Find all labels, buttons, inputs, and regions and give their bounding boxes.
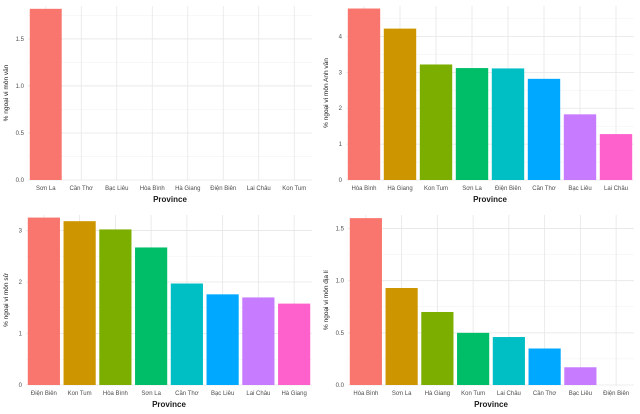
y-tick-label: 1.0 bbox=[336, 279, 345, 285]
x-tick-label: Hà Giang bbox=[387, 186, 412, 192]
x-axis-label: Province bbox=[152, 400, 186, 409]
y-tick-label: 2 bbox=[339, 106, 343, 112]
y-axis-label: % ngoại vi môn Anh văn bbox=[323, 58, 330, 128]
x-axis-label: Province bbox=[474, 400, 508, 409]
bar-2 bbox=[385, 288, 418, 385]
x-tick-label: Cần Thơ bbox=[533, 391, 557, 397]
x-tick-label: Hà Giang bbox=[175, 186, 200, 192]
y-tick-label: 1.0 bbox=[16, 84, 25, 90]
y-tick-label: 0.0 bbox=[16, 178, 25, 184]
bar-4 bbox=[455, 68, 489, 180]
bar-1 bbox=[29, 8, 62, 180]
bar-6 bbox=[206, 294, 239, 385]
y-axis-label: % ngoại vi môn địa lí bbox=[323, 270, 330, 330]
y-tick-label: 2 bbox=[19, 280, 23, 286]
x-tick-label: Lai Châu bbox=[604, 186, 628, 192]
x-tick-label: Bạc Liêu bbox=[568, 186, 591, 192]
x-tick-label: Sơn La bbox=[462, 186, 482, 192]
bar-4 bbox=[457, 332, 490, 385]
bar-5 bbox=[492, 337, 525, 385]
x-tick-label: Hà Giang bbox=[281, 391, 306, 397]
bar-3 bbox=[419, 64, 453, 180]
chart-panel-anh-van: 0 1 2 3 4 Hòa Bình Hà Giang Kon Tum Sơn La Điện B… bbox=[323, 6, 634, 204]
bar-8 bbox=[278, 303, 311, 385]
x-tick-label: Bạc Liêu bbox=[211, 391, 234, 397]
x-tick-label: Hòa Bình bbox=[140, 186, 165, 192]
x-tick-label: Cần Thơ bbox=[175, 391, 199, 397]
x-tick-label: Bạc Liêu bbox=[569, 391, 592, 397]
x-tick-label: Điện Biên bbox=[495, 186, 521, 192]
y-axis-label: % ngoại vi môn sử bbox=[2, 272, 10, 326]
bar-7 bbox=[564, 367, 597, 385]
y-tick-label: 0.5 bbox=[336, 331, 345, 337]
x-tick-label: Điện Biên bbox=[31, 391, 57, 397]
x-tick-label: Hà Giang bbox=[425, 391, 450, 397]
x-tick-label: Sơn La bbox=[392, 391, 412, 397]
bar-4 bbox=[135, 247, 168, 385]
x-tick-label: Cần Thơ bbox=[532, 186, 556, 192]
bar-1 bbox=[349, 218, 382, 385]
x-axis-label: Province bbox=[473, 195, 507, 204]
bar-7 bbox=[242, 297, 275, 385]
y-tick-label: 0.0 bbox=[336, 383, 345, 389]
x-tick-label: Cần Thơ bbox=[69, 186, 93, 192]
y-tick-label: 1 bbox=[19, 331, 23, 337]
x-tick-label: Lai Châu bbox=[247, 186, 271, 192]
x-tick-label: Điện Biên bbox=[603, 391, 629, 397]
y-tick-label: 0 bbox=[19, 383, 23, 389]
x-tick-label: Hòa Bình bbox=[353, 391, 378, 397]
y-tick-label: 0.5 bbox=[16, 131, 25, 137]
x-tick-label: Sơn La bbox=[36, 186, 56, 192]
x-tick-label: Kon Tum bbox=[282, 186, 306, 192]
bar-6 bbox=[528, 348, 561, 385]
bar-1 bbox=[347, 8, 381, 181]
x-tick-label: Kon Tum bbox=[461, 391, 485, 397]
x-tick-label: Điện Biên bbox=[210, 186, 236, 192]
x-tick-label: Hòa Bình bbox=[351, 186, 376, 192]
bar-3 bbox=[99, 229, 132, 385]
chart-panel-van: 0.0 0.5 1.0 1.5 Sơn La Cần Thơ Bạc Liêu Hòa Bìn… bbox=[3, 6, 312, 204]
x-tick-label: Kon Tum bbox=[68, 391, 92, 397]
y-tick-label: 4 bbox=[339, 34, 343, 40]
bar-2 bbox=[63, 221, 96, 385]
bar-6 bbox=[527, 78, 561, 180]
bar-5 bbox=[170, 283, 203, 385]
bar-3 bbox=[421, 311, 454, 385]
x-axis-label: Province bbox=[153, 195, 187, 204]
x-tick-label: Bạc Liêu bbox=[105, 186, 128, 192]
x-tick-label: Kon Tum bbox=[424, 186, 448, 192]
x-tick-label: Lai Châu bbox=[497, 391, 521, 397]
bar-8 bbox=[599, 134, 633, 180]
chart-panel-dia-li: 0.0 0.5 1.0 1.5 Hòa Bình Sơn La Hà Giang Kon Tu… bbox=[323, 215, 634, 409]
x-tick-label: Hòa Bình bbox=[103, 391, 128, 397]
bar-2 bbox=[383, 28, 417, 180]
y-tick-label: 0 bbox=[339, 178, 343, 184]
x-tick-label: Lai Châu bbox=[246, 391, 270, 397]
bar-7 bbox=[563, 114, 597, 180]
y-tick-label: 3 bbox=[19, 228, 23, 234]
bar-1 bbox=[27, 217, 60, 385]
y-tick-label: 3 bbox=[339, 70, 343, 76]
y-tick-label: 1 bbox=[339, 142, 343, 148]
chart-panel-su: 0 1 2 3 Điện Biên Kon Tum Hòa Bình Sơn La Cần Th… bbox=[2, 215, 312, 409]
y-tick-label: 1.5 bbox=[336, 227, 345, 233]
bar-5 bbox=[491, 68, 525, 180]
y-tick-label: 1.5 bbox=[16, 37, 25, 43]
y-axis-label: % ngoại vi môn văn bbox=[3, 64, 10, 121]
x-tick-label: Sơn La bbox=[141, 391, 161, 397]
